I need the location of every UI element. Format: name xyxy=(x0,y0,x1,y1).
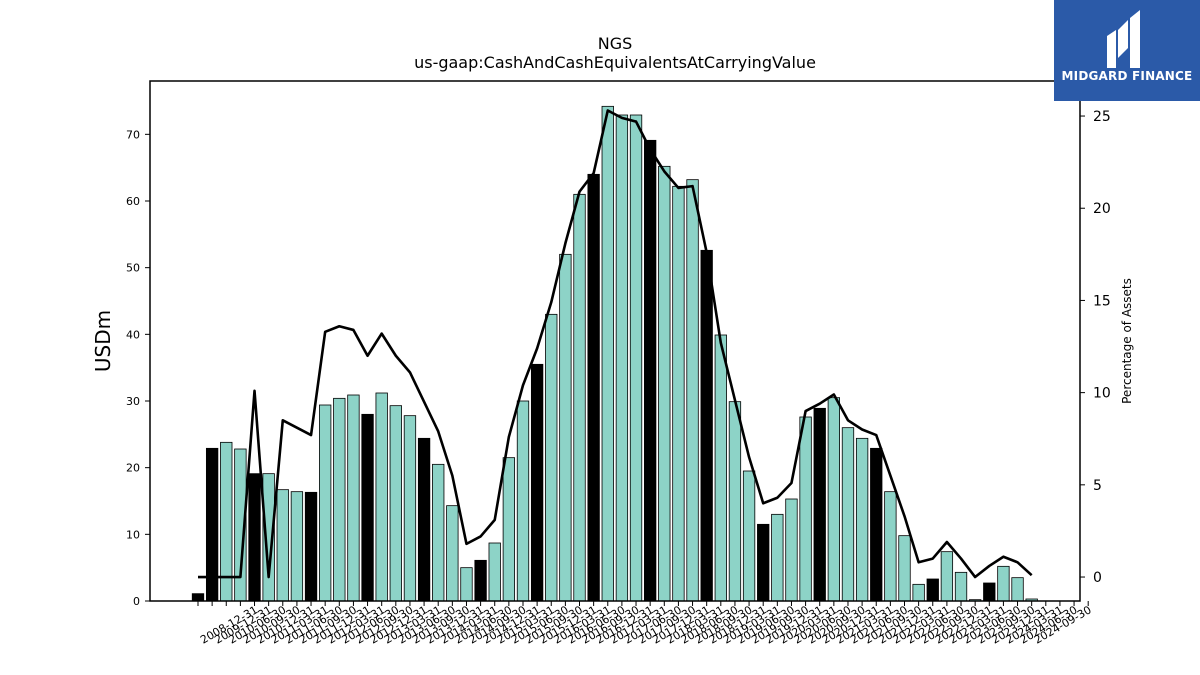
chart-title: NGS xyxy=(598,34,633,53)
bar-quarter xyxy=(615,114,629,602)
y-axis-label-left: USDm xyxy=(91,310,115,372)
bar-annual xyxy=(983,582,996,602)
bar-annual xyxy=(870,447,883,602)
y-tick-label-left: 20 xyxy=(126,462,140,475)
bar-quarter xyxy=(658,165,671,602)
bar-annual xyxy=(700,249,713,602)
y-tick-label-right: 5 xyxy=(1093,478,1102,494)
y-tick-label-left: 30 xyxy=(126,395,140,408)
bar-annual xyxy=(813,407,826,602)
line-layer xyxy=(198,109,1033,579)
y-tick-label-right: 25 xyxy=(1093,109,1111,125)
bar-quarter xyxy=(502,457,516,602)
line-percentage-of-assets xyxy=(198,109,1033,579)
bar-quarter xyxy=(460,567,473,602)
bar-quarter xyxy=(559,253,572,602)
bar-quarter xyxy=(446,505,459,602)
bar-annual xyxy=(530,363,544,602)
bar-quarter xyxy=(488,542,501,602)
bar-annual xyxy=(248,473,261,602)
bar-annual xyxy=(757,523,770,602)
bar-annual xyxy=(304,491,318,602)
bar-annual xyxy=(926,578,939,602)
bar-quarter xyxy=(333,397,346,602)
bar-quarter xyxy=(827,397,840,602)
x-axis: 2008-12-312009-12-312010-06-302010-09-30… xyxy=(197,601,1094,647)
y-tick-label-left: 60 xyxy=(126,195,140,208)
bar-quarter xyxy=(884,491,897,602)
bar-quarter xyxy=(714,334,727,602)
y-tick-label-right: 0 xyxy=(1093,570,1102,586)
bar-quarter xyxy=(601,105,614,602)
y-tick-label-right: 20 xyxy=(1093,201,1111,217)
y-tick-label-left: 50 xyxy=(126,262,140,275)
brand-logo: MIDGARD FINANCE xyxy=(1054,0,1200,101)
bar-annual xyxy=(191,593,205,602)
plot-frame xyxy=(149,80,1081,602)
bar-quarter xyxy=(855,437,869,602)
bar-annual xyxy=(474,559,487,602)
bar-quarter xyxy=(672,185,685,602)
bar-annual xyxy=(587,173,600,602)
y-tick-label-left: 10 xyxy=(126,528,140,541)
bar-quarter xyxy=(841,427,855,602)
bar-quarter xyxy=(375,392,388,602)
bar-quarter xyxy=(912,583,925,602)
bar-quarter xyxy=(799,416,812,602)
y-tick-label-right: 10 xyxy=(1093,386,1111,402)
bar-quarter xyxy=(1011,577,1024,602)
bar-quarter xyxy=(319,404,332,602)
y-tick-label-left: 70 xyxy=(126,128,140,141)
chart-subtitle: us-gaap:CashAndCashEquivalentsAtCarrying… xyxy=(414,53,816,72)
bar-quarter xyxy=(742,470,756,602)
bar-quarter xyxy=(686,179,699,602)
bars-layer xyxy=(191,105,1038,602)
midgard-m-icon xyxy=(1107,10,1140,68)
bar-quarter xyxy=(785,498,798,602)
brand-name: MIDGARD FINANCE xyxy=(1061,69,1193,83)
y-axis-left: 0 10 20 30 40 50 60 70 xyxy=(126,128,150,608)
bar-quarter xyxy=(403,415,417,602)
bar-quarter xyxy=(573,193,586,602)
bar-quarter xyxy=(545,313,558,602)
bar-quarter xyxy=(276,489,289,602)
bar-annual xyxy=(417,437,431,602)
bar-quarter xyxy=(728,401,742,602)
bar-quarter xyxy=(290,491,304,602)
y-axis-label-right: Percentage of Assets xyxy=(1120,278,1134,404)
bar-quarter xyxy=(940,551,954,602)
bar-quarter xyxy=(898,535,911,602)
bar-quarter xyxy=(629,114,643,602)
bar-quarter xyxy=(432,463,445,602)
bar-quarter xyxy=(954,571,968,602)
bar-quarter xyxy=(997,565,1010,602)
y-tick-label-left: 40 xyxy=(126,328,140,341)
y-axis-right: 0 5 10 15 20 25 xyxy=(1080,109,1111,586)
y-tick-label-right: 15 xyxy=(1093,293,1111,309)
bar-quarter xyxy=(771,513,784,602)
bar-quarter xyxy=(516,400,530,602)
bar-annual xyxy=(361,413,374,602)
bar-quarter xyxy=(389,405,402,602)
y-tick-label-left: 0 xyxy=(133,595,140,608)
bar-quarter xyxy=(347,394,360,602)
bar-annual xyxy=(644,139,657,602)
